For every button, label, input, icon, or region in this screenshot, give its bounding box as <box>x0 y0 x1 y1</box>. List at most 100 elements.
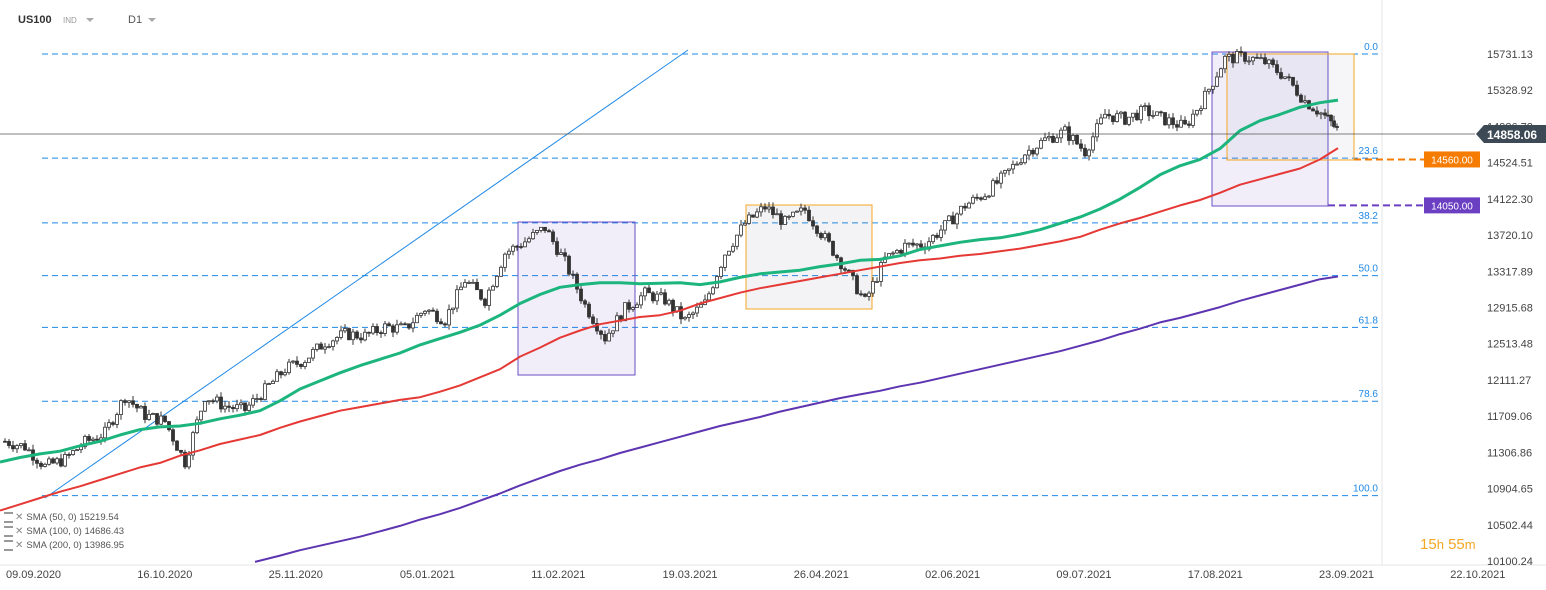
candle-body <box>955 213 959 225</box>
candle-body <box>1183 119 1187 125</box>
candle-body <box>1255 56 1259 59</box>
candle-body <box>11 445 15 450</box>
close-icon[interactable]: ✕ <box>15 526 24 538</box>
range-box-3[interactable] <box>1211 51 1329 207</box>
candle-body <box>831 240 835 256</box>
candle-body <box>1247 60 1251 63</box>
candle-body <box>531 232 535 240</box>
close-icon[interactable]: ✕ <box>15 512 24 524</box>
legend-item-sma200[interactable]: ✕ SMA (200, 0) 13986.95 <box>4 540 124 551</box>
settings-icon[interactable] <box>4 540 13 551</box>
price-levels[interactable]: 14560.00 14050.00 <box>1328 151 1480 214</box>
candle-body <box>255 398 259 400</box>
candle-body <box>491 285 495 291</box>
candle-body <box>227 405 231 408</box>
candle-body <box>1095 123 1099 138</box>
chevron-down-icon[interactable] <box>86 18 94 22</box>
candle-body <box>1019 162 1023 165</box>
candle-body <box>347 328 351 341</box>
candle-body <box>367 331 371 334</box>
legend-item-sma100[interactable]: ✕ SMA (100, 0) 14686.43 <box>4 526 124 537</box>
x-tick-label: 19.03.2021 <box>663 569 718 581</box>
candle-body <box>1039 139 1043 149</box>
candle-body <box>27 449 31 452</box>
candle-body <box>1329 114 1333 122</box>
candle-body <box>659 292 663 295</box>
candle-body <box>1195 109 1199 115</box>
candle-body <box>59 458 63 467</box>
legend-label: SMA (50, 0) 15219.54 <box>26 512 119 524</box>
candle-body <box>363 331 367 341</box>
candle-body <box>1175 124 1179 128</box>
candle-body <box>111 422 115 425</box>
candle-body <box>135 403 139 409</box>
y-tick-label: 15328.92 <box>1487 85 1533 97</box>
x-tick-label: 23.09.2021 <box>1319 569 1374 581</box>
candle-body <box>423 310 427 314</box>
candle-body <box>903 242 907 254</box>
candle-body <box>635 304 639 308</box>
candle-body <box>359 337 363 341</box>
svg-text:14858.06: 14858.06 <box>1487 128 1537 142</box>
candle-body <box>563 252 567 257</box>
chevron-down-icon[interactable] <box>148 18 156 22</box>
candle-body <box>299 363 303 367</box>
candle-body <box>707 293 711 301</box>
candle-body <box>1235 51 1239 64</box>
candle-body <box>867 292 871 297</box>
candle-body <box>75 449 79 452</box>
price-level-tag <box>1424 197 1480 214</box>
symbol-label[interactable]: US100 <box>18 14 52 26</box>
trend-line[interactable] <box>44 49 689 499</box>
candle-body <box>799 207 803 212</box>
candle-body <box>163 415 167 422</box>
candle-body <box>443 323 447 326</box>
timeframe-selector[interactable]: D1 <box>128 14 143 26</box>
candle-body <box>3 440 7 443</box>
fibonacci-retracement[interactable]: 0.0 23.6 38.2 50.0 61.8 78.6 100.0 <box>42 42 1380 497</box>
legend-item-sma50[interactable]: ✕ SMA (50, 0) 15219.54 <box>4 512 119 523</box>
candle-body <box>755 211 759 218</box>
candle-body <box>459 286 463 291</box>
countdown-minutes: 55 <box>1448 536 1465 553</box>
candle-body <box>1055 137 1059 143</box>
candle-body <box>719 266 723 277</box>
candle-body <box>403 323 407 326</box>
candle-body <box>1207 88 1211 92</box>
range-box-4[interactable] <box>1226 53 1355 161</box>
candle-body <box>463 282 467 288</box>
candle-body <box>1311 108 1315 112</box>
fib-label: 50.0 <box>1359 264 1379 275</box>
candle-body <box>871 281 875 294</box>
close-icon[interactable]: ✕ <box>15 540 24 552</box>
candle-body <box>691 312 695 316</box>
y-tick-label: 12915.68 <box>1487 303 1533 315</box>
candle-body <box>1211 85 1215 90</box>
candle-body <box>951 215 955 225</box>
candle-body <box>979 197 983 200</box>
x-tick-label: 22.10.2021 <box>1450 569 1505 581</box>
y-tick-label: 14122.30 <box>1487 194 1533 206</box>
candle-body <box>451 307 455 311</box>
candle-body <box>107 422 111 428</box>
candle-body <box>1283 76 1287 79</box>
candle-body <box>779 213 783 225</box>
candle-body <box>247 404 251 411</box>
x-tick-label: 25.11.2020 <box>269 569 323 581</box>
candle-body <box>1203 90 1207 110</box>
instrument-type-label[interactable]: IND <box>63 16 77 25</box>
candle-body <box>131 400 135 405</box>
range-box-1[interactable] <box>517 221 636 376</box>
settings-icon[interactable] <box>4 512 13 523</box>
range-box-2[interactable] <box>745 204 873 310</box>
settings-icon[interactable] <box>4 526 13 537</box>
candle-body <box>863 293 867 297</box>
candle-body <box>327 346 331 348</box>
candle-body <box>1051 135 1055 143</box>
candle-body <box>471 281 475 284</box>
candle-body <box>271 380 275 384</box>
candle-body <box>643 287 647 297</box>
candle-body <box>1287 76 1291 79</box>
candle-body <box>551 231 555 243</box>
